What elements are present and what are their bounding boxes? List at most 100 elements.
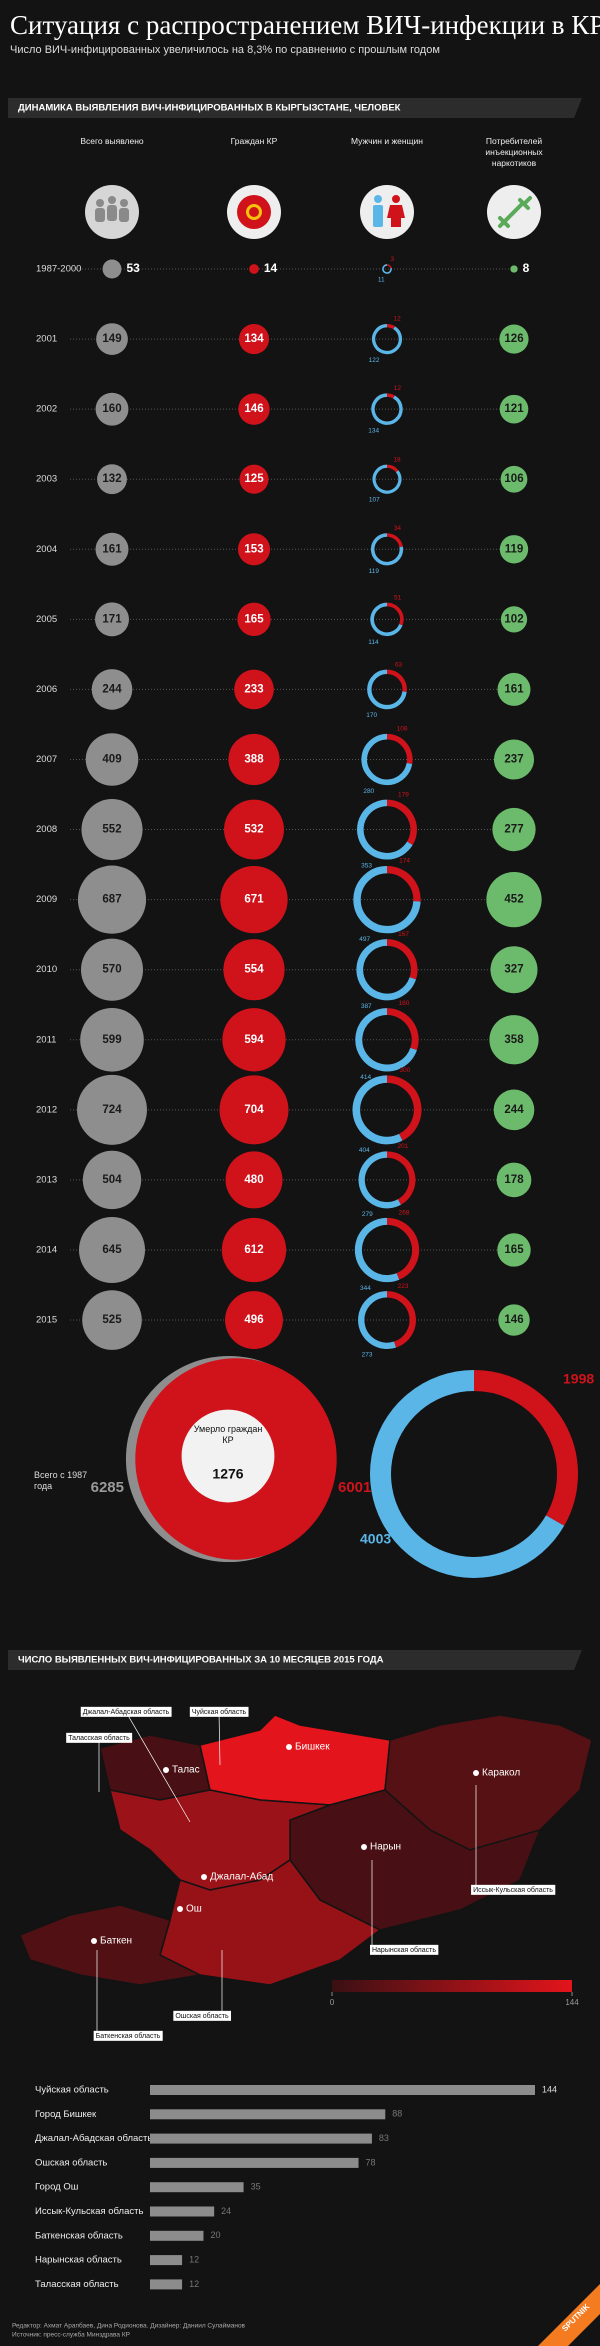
donut-men <box>356 939 417 1001</box>
data-label: 570 <box>102 964 121 976</box>
donut-label: 174 <box>399 858 410 865</box>
donut-women <box>386 1151 416 1205</box>
donut-men <box>372 464 402 494</box>
data-label: 146 <box>244 403 263 415</box>
title: Ситуация с распространением ВИЧ-инфекции… <box>10 10 600 40</box>
value-label: 88 <box>392 2109 402 2119</box>
column-header: Всего выявлено <box>80 136 144 146</box>
bubble <box>224 799 284 860</box>
donut-label: 273 <box>362 1352 373 1359</box>
bubble <box>499 394 529 424</box>
row-label: 2008 <box>36 824 57 835</box>
donut-label: 34 <box>394 525 402 532</box>
city-label: Баткен <box>100 1936 132 1947</box>
credit: Источник: пресс-служба Минздрава КР <box>12 2331 130 2339</box>
data-label: 388 <box>244 754 264 766</box>
bubble <box>497 1233 531 1267</box>
row-label: 2002 <box>36 404 57 415</box>
map-region <box>199 1714 391 1806</box>
colorbar-tick-label: 0 <box>330 1998 335 2007</box>
data-label: 525 <box>102 1314 122 1326</box>
bubble <box>490 946 538 994</box>
data-label: 612 <box>244 1244 263 1256</box>
donut-women <box>386 324 396 330</box>
credit: Редактор: Ахмат Арапбаев, Дина Родионова… <box>12 2322 246 2330</box>
icon-gender <box>360 185 414 239</box>
data-label: 704 <box>244 1104 264 1116</box>
donut-women <box>386 264 392 269</box>
row-label: 2009 <box>36 894 57 905</box>
donut-label: 167 <box>398 931 409 938</box>
bubble <box>96 323 128 355</box>
data-label: 244 <box>102 683 122 695</box>
region-label-bg <box>471 1884 556 1895</box>
category-label: Ошская область <box>35 2157 107 2168</box>
donut-women <box>386 602 404 626</box>
colorbar <box>332 1980 572 1992</box>
section-banner <box>8 1650 582 1670</box>
row-label: 2010 <box>36 964 57 975</box>
donut-men <box>371 393 403 425</box>
region-label-bg <box>369 1944 439 1955</box>
donut-label: 1998 <box>563 1371 594 1387</box>
leader-line <box>125 1711 191 1823</box>
value-label: 12 <box>189 2254 199 2264</box>
data-label: 146 <box>504 1314 523 1326</box>
data-label: 134 <box>244 333 264 345</box>
category-label: Баткенская область <box>35 2230 123 2241</box>
donut-men <box>361 733 413 786</box>
bubble <box>81 799 143 861</box>
map-region <box>19 1904 203 1986</box>
bubble <box>493 739 535 780</box>
bubble <box>496 1162 532 1198</box>
total-label: 6285 <box>91 1479 124 1496</box>
region-label-bg <box>189 1706 249 1717</box>
city-label: Джалал-Абад <box>210 1871 273 1883</box>
city-dot <box>163 1767 169 1773</box>
donut-label: 108 <box>397 726 408 733</box>
bubble <box>500 465 528 493</box>
category-label: Таласская область <box>35 2279 119 2290</box>
bubble <box>220 865 288 934</box>
icon-flag <box>227 185 281 239</box>
bubble <box>486 871 542 928</box>
bubble <box>219 1075 289 1145</box>
row-label: 1987-2000 <box>36 264 81 275</box>
donut-women <box>386 865 421 902</box>
bubble <box>234 669 274 710</box>
donut-label: 114 <box>368 639 379 646</box>
donut-label: 414 <box>360 1074 371 1081</box>
category-label: Джалал-Абадская область <box>35 2133 152 2144</box>
data-label: 645 <box>102 1244 122 1256</box>
city-dot <box>473 1770 479 1776</box>
donut-label: 497 <box>359 936 370 943</box>
city-label: Каракол <box>482 1768 520 1779</box>
donut-men <box>370 602 403 637</box>
donut-label: 179 <box>398 791 409 798</box>
bubble <box>223 939 285 1001</box>
donut-women <box>386 669 407 692</box>
bubble <box>80 938 144 1001</box>
section-title: ДИНАМИКА ВЫЯВЛЕНИЯ ВИЧ-ИНФИЦИРОВАННЫХ В … <box>18 103 401 114</box>
bar <box>150 2085 535 2095</box>
data-label: 358 <box>504 1034 524 1046</box>
column-header: Граждан КР <box>230 136 278 146</box>
bar <box>150 2206 215 2217</box>
bar <box>150 2157 359 2168</box>
bar <box>150 2109 386 2120</box>
donut-men <box>370 1370 565 1578</box>
city-dot <box>286 1744 292 1750</box>
bubble <box>237 602 271 637</box>
data-label: 121 <box>504 403 524 415</box>
subtitle: Число ВИЧ-инфицированных увеличилось на … <box>10 44 440 56</box>
bubble <box>249 264 259 274</box>
bar <box>150 2255 183 2266</box>
donut-label: 280 <box>363 788 374 795</box>
region-label-bg <box>66 1732 133 1743</box>
region-label-bg <box>173 2010 232 2021</box>
data-label: 8 <box>523 261 530 275</box>
bubble <box>225 1291 283 1350</box>
donut-men <box>371 324 402 355</box>
bubble <box>498 1304 530 1336</box>
